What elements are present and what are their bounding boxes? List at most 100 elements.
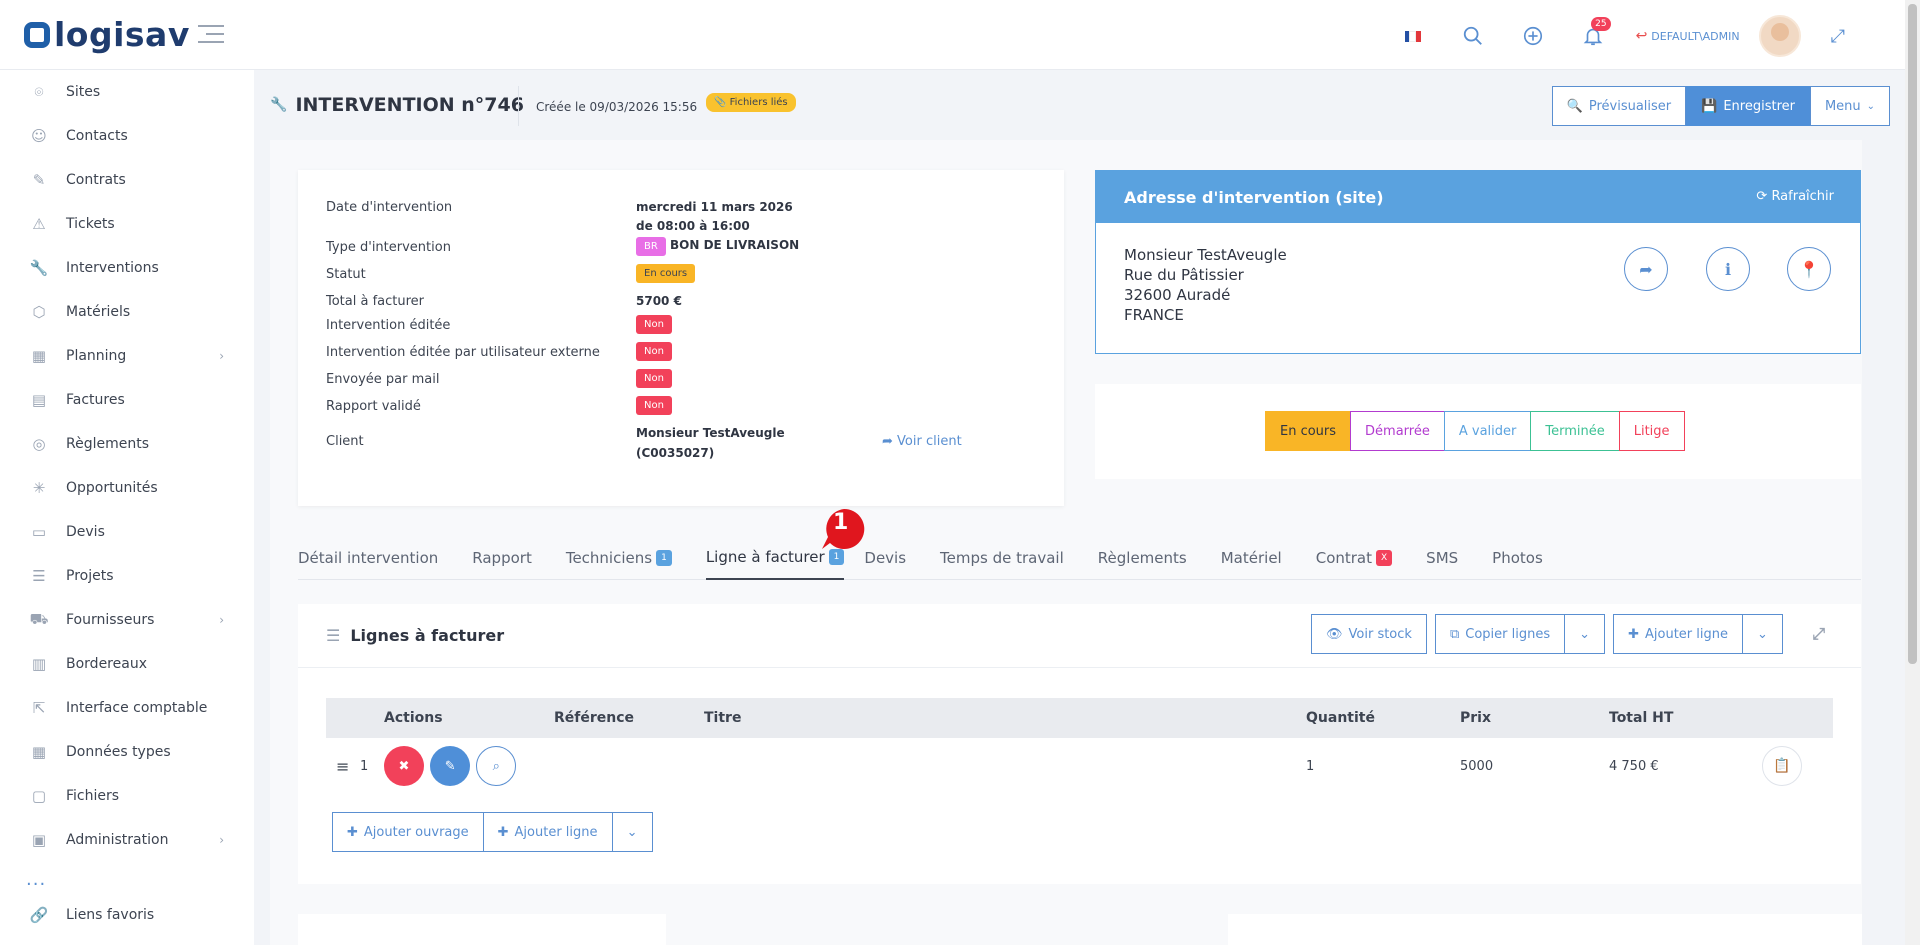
tab-temps-de-travail[interactable]: Temps de travail (940, 536, 1064, 580)
username: DEFAULT\ADMIN (1651, 29, 1740, 43)
sidebar-item-donn-es-types[interactable]: ▦ Données types (0, 730, 254, 774)
tab-photos[interactable]: Photos (1492, 536, 1543, 580)
tab-label: Matériel (1220, 548, 1282, 567)
copier-dropdown-button[interactable]: ⌄ (1565, 614, 1606, 654)
tab-label: Détail intervention (298, 548, 439, 567)
sidebar-item-fournisseurs[interactable]: ⛟ Fournisseurs › (0, 598, 254, 642)
scrollbar[interactable] (1905, 0, 1920, 945)
tab-label: Ligne à facturer (705, 547, 825, 566)
save-button[interactable]: 💾 Enregistrer (1686, 86, 1810, 126)
menu-button[interactable]: Menu ⌄ (1810, 86, 1890, 126)
sidebar-item-label: Sites (66, 84, 101, 100)
billing-lines-table: Actions Référence Titre Quantité Prix To… (326, 698, 1833, 794)
status-button-group: En cours Démarrée A valider Terminée Litige (1265, 411, 1685, 451)
search-icon[interactable] (1443, 25, 1503, 47)
sidebar-item-label: Contacts (66, 128, 128, 144)
ajouter-bottom-dropdown-button[interactable]: ⌄ (612, 812, 653, 852)
sidebar-item-contrats[interactable]: ✎ Contrats (0, 158, 254, 202)
status-button-termin-e[interactable]: Terminée (1530, 411, 1620, 451)
tab-rapport[interactable]: Rapport (472, 536, 532, 580)
sidebar-item-projets[interactable]: ☰ Projets (0, 554, 254, 598)
status-button-en-cours[interactable]: En cours (1265, 411, 1352, 451)
cube-icon: ⬡ (32, 303, 46, 321)
table-row[interactable]: ≡ 1 ✖ ✎ ⌕ 1 5000 4 750 € 📋 (326, 738, 1833, 794)
bell-icon[interactable]: 25 (1563, 17, 1623, 47)
tab-mat-riel[interactable]: Matériel (1221, 536, 1282, 580)
sidebar-item-factures[interactable]: ▤ Factures (0, 378, 254, 422)
search-button[interactable]: ⌕ (476, 746, 517, 786)
sidebar-item-bordereaux[interactable]: ▥ Bordereaux (0, 642, 254, 686)
clipboard-button[interactable]: 📋 (1762, 746, 1802, 786)
refresh-button[interactable]: ⟳ Rafraîchir (1756, 189, 1834, 204)
map-pin-icon: 📍 (1799, 259, 1819, 279)
sidebar-item-interface-comptable[interactable]: ⇱ Interface comptable (0, 686, 254, 730)
maximize-icon[interactable]: ⤢ (1812, 624, 1825, 643)
ajouter-ligne-button[interactable]: ✚ Ajouter ligne (1613, 614, 1743, 654)
status-button-d-marr-e[interactable]: Démarrée (1350, 411, 1445, 451)
chevron-right-icon: › (219, 613, 224, 627)
tab-label: Rapport (472, 548, 532, 567)
edited-label: Intervention éditée (326, 318, 451, 333)
tab-techniciens[interactable]: Techniciens 1 (566, 536, 672, 580)
ajouter-ligne-bottom-button[interactable]: ✚ Ajouter ligne (483, 812, 613, 852)
tab-devis[interactable]: Devis (864, 536, 906, 580)
map-pin-button[interactable]: 📍 (1787, 247, 1831, 291)
sidebar-item-planning[interactable]: ▦ Planning › (0, 334, 254, 378)
share-icon: ➦ (882, 434, 893, 449)
sidebar-item-r-glements[interactable]: ◎ Règlements (0, 422, 254, 466)
add-circle-icon[interactable] (1503, 25, 1563, 47)
menu-toggle-icon[interactable] (198, 25, 224, 49)
client-label: Client (326, 434, 364, 449)
info-button[interactable]: ℹ (1706, 247, 1750, 291)
sidebar-item-mat-riels[interactable]: ⬡ Matériels (0, 290, 254, 334)
sidebar-item-sites[interactable]: ⌾ Sites (0, 70, 254, 114)
voir-stock-button[interactable]: 👁 Voir stock (1311, 614, 1427, 654)
avatar[interactable] (1758, 15, 1801, 57)
status-card: En cours Démarrée A valider Terminée Litige (1095, 384, 1861, 479)
sidebar-item-opportunit-s[interactable]: ✳ Opportunités (0, 466, 254, 510)
preview-button[interactable]: 🔍 Prévisualiser (1551, 86, 1687, 126)
tab-ligne-facturer[interactable]: Ligne à facturer 1 (705, 536, 845, 580)
logo-mark (24, 21, 50, 48)
files-chip[interactable]: 📎 Fichiers liés (706, 93, 796, 112)
copier-lignes-button[interactable]: ⧉ Copier lignes (1434, 614, 1566, 654)
tab-label: SMS (1426, 548, 1459, 567)
type-badge: BR (636, 237, 666, 256)
sidebar-item-administration[interactable]: ▣ Administration › (0, 818, 254, 862)
sidebar-item-interventions[interactable]: 🔧 Interventions (0, 246, 254, 290)
sidebar-more-icon[interactable]: ... (26, 869, 47, 890)
delete-button[interactable]: ✖ (384, 746, 424, 786)
sidebar-item-tickets[interactable]: ⚠ Tickets (0, 202, 254, 246)
status-button-a-valider[interactable]: A valider (1443, 411, 1532, 451)
language-flag-icon[interactable] (1383, 30, 1443, 42)
network-icon: ✳ (32, 479, 46, 497)
status-button-litige[interactable]: Litige (1618, 411, 1685, 451)
sidebar-item-contacts[interactable]: ☺ Contacts (0, 114, 254, 158)
table-header: Actions Référence Titre Quantité Prix To… (326, 698, 1833, 738)
sidebar-item-devis[interactable]: ▭ Devis (0, 510, 254, 554)
sidebar-item-label: Tickets (66, 216, 115, 232)
ajouter-ouvrage-button[interactable]: ✚ Ajouter ouvrage (332, 812, 484, 852)
drag-handle-icon[interactable]: ≡ (336, 756, 350, 776)
tab-d-tail-intervention[interactable]: Détail intervention (298, 536, 438, 580)
address-title: Adresse d'intervention (site) (1124, 187, 1384, 207)
external-link-icon: ⇱ (32, 699, 46, 717)
report-label: Rapport validé (326, 399, 421, 414)
sidebar-item-favoris[interactable]: 🔗 Liens favoris (0, 900, 254, 930)
logo[interactable]: logisav (24, 15, 190, 54)
edit-button[interactable]: ✎ (430, 746, 471, 786)
voir-client-link[interactable]: ➦ Voir client (882, 434, 962, 449)
status-label: Statut (326, 267, 366, 282)
user-switch[interactable]: ↩ DEFAULT\ADMIN (1623, 28, 1753, 44)
sidebar-item-fichiers[interactable]: ▢ Fichiers (0, 774, 254, 818)
tab-sms[interactable]: SMS (1426, 536, 1458, 580)
ajouter-dropdown-button[interactable]: ⌄ (1743, 614, 1783, 654)
tab-r-glements[interactable]: Règlements (1098, 536, 1187, 580)
edited-value: Non (636, 315, 672, 334)
col-actions: Actions (384, 710, 443, 726)
tab-contrat[interactable]: Contrat X (1316, 536, 1393, 580)
fullscreen-icon[interactable]: ⤢ (1830, 25, 1845, 47)
plus-icon: ✚ (497, 824, 509, 840)
scrollbar-thumb[interactable] (1908, 4, 1917, 664)
share-button[interactable]: ➦ (1624, 247, 1668, 291)
